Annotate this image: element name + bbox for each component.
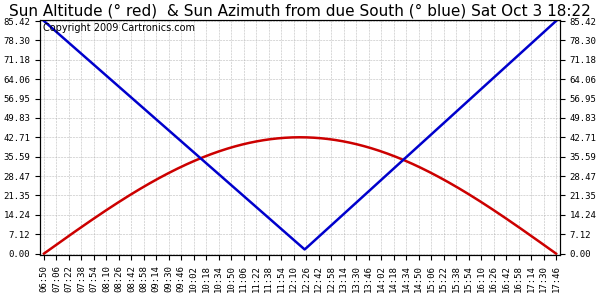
Text: Copyright 2009 Cartronics.com: Copyright 2009 Cartronics.com (43, 23, 194, 33)
Title: Sun Altitude (° red)  & Sun Azimuth from due South (° blue) Sat Oct 3 18:22: Sun Altitude (° red) & Sun Azimuth from … (9, 4, 591, 19)
